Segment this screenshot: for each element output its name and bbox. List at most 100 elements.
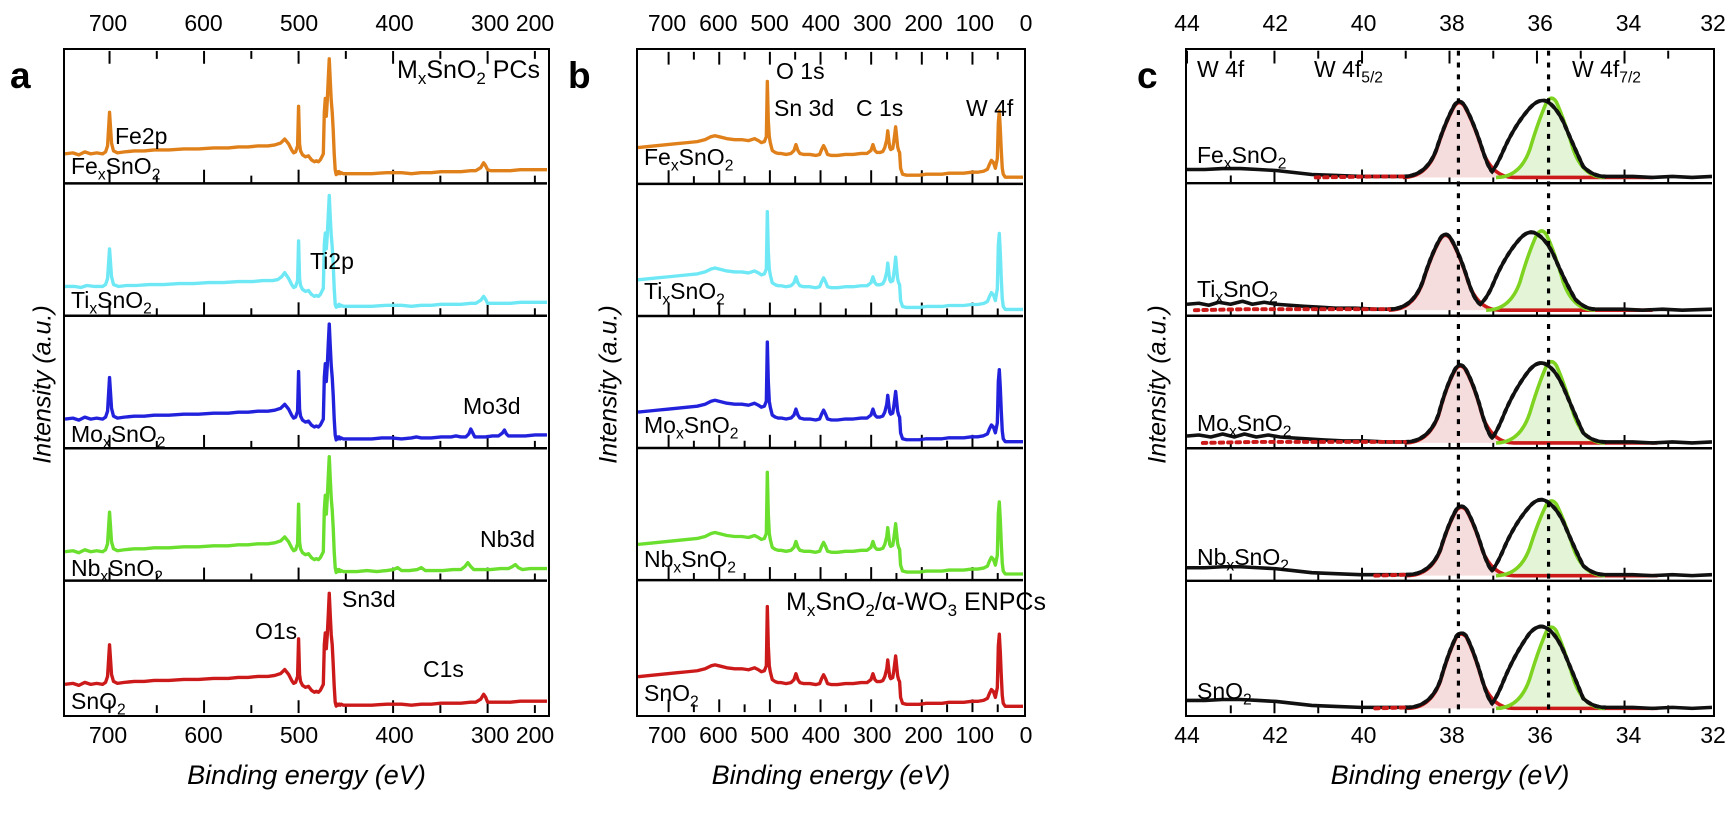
tick-c-44: 44 (1174, 10, 1200, 36)
tick-c-34: 34 (1615, 10, 1642, 36)
trace-fexsno2-b (638, 79, 1023, 179)
tick-b-100: 100 (955, 10, 994, 36)
fit-group-nbxsno2 (1187, 497, 1712, 578)
tick-bottom-200: 200 (515, 722, 555, 748)
peak-label-fe2p: Fe2p (115, 123, 168, 149)
trace-label-sno2-b: SnO2 (644, 680, 699, 711)
component-label-w4f52: W 4f5/2 (1314, 56, 1384, 87)
tick-c-38: 38 (1439, 10, 1465, 36)
tick-bottom-500: 500 (279, 722, 319, 748)
panel-b-ylabel: Intensity (a.u.) (594, 305, 623, 464)
peak-label-w4f-b: W 4f (966, 95, 1014, 121)
tick-b-bottom-0: 0 (1019, 722, 1033, 748)
tick-b-700: 700 (647, 10, 687, 36)
tick-bottom-300: 300 (470, 722, 510, 748)
trace-label-fexsno2-a: FexSnO2 (71, 153, 161, 184)
trace-fexsno2-a (65, 57, 547, 177)
panel-b-top-ticklabels: 700 600 500 400 300 200 100 0 (636, 10, 1033, 40)
trace-moxsno2-b (638, 340, 1023, 444)
tick-b-600: 600 (699, 10, 738, 36)
tick-c-42: 42 (1262, 10, 1289, 36)
trace-tixsno2-b (638, 210, 1023, 312)
trace-label-moxsno2-b: MoxSnO2 (644, 412, 739, 443)
tick-b-bottom-100: 100 (955, 722, 994, 748)
trace-nbxsno2-a (65, 455, 547, 575)
trace-label-tixsno2-a: TixSnO2 (71, 287, 152, 318)
tick-400: 400 (375, 10, 414, 36)
fit-group-tixsno2 (1187, 229, 1712, 313)
tick-c-36: 36 (1527, 10, 1553, 36)
trace-sno2-a (65, 591, 547, 708)
fit-group-sno2 (1187, 624, 1712, 711)
tick-b-bottom-500: 500 (750, 722, 789, 748)
fit-group-moxsno2 (1187, 359, 1712, 445)
tick-b-bottom-300: 300 (853, 722, 892, 748)
tick-500: 500 (279, 10, 319, 36)
panel-a-letter: a (10, 55, 31, 96)
tick-c-bottom-42: 42 (1262, 722, 1289, 748)
trace-label-nbxsno2-b: NbxSnO2 (644, 546, 736, 577)
panel-b-bottom-ticklabels: 700 600 500 400 300 200 100 0 (636, 722, 1033, 752)
peak-label-sn3d-b: Sn 3d (774, 95, 835, 121)
peak-label-c1s-b: C 1s (856, 95, 904, 121)
panel-c-bottom-ticklabels: 44 42 40 38 36 34 32 (1174, 722, 1726, 752)
tick-b-300: 300 (853, 10, 892, 36)
panel-c-letter: c (1137, 55, 1158, 96)
tick-c-32: 32 (1700, 10, 1726, 36)
region-label-w4f: W 4f (1197, 56, 1245, 82)
panel-b-letter: b (568, 55, 591, 96)
panel-a-bottom-ticklabels: 700 600 500 400 300 200 (63, 722, 554, 752)
panel-a-ylabel: Intensity (a.u.) (28, 305, 57, 464)
tick-c-bottom-40: 40 (1350, 722, 1377, 748)
tick-300: 300 (470, 10, 510, 36)
tick-bottom-400: 400 (375, 722, 414, 748)
trace-label-fexsno2-c: FexSnO2 (1197, 142, 1287, 173)
panel-b-svg (638, 51, 1023, 713)
panel-c-xlabel: Binding energy (eV) (1330, 760, 1570, 790)
panel-a-xlabel: Binding energy (eV) (187, 760, 426, 790)
tick-600: 600 (184, 10, 223, 36)
peak-label-nb3d: Nb3d (480, 526, 535, 552)
peak-label-ti2p: Ti2p (310, 248, 354, 274)
tick-c-bottom-32: 32 (1700, 722, 1726, 748)
trace-nbxsno2-b (638, 470, 1023, 576)
panel-a-svg (65, 50, 547, 714)
peak-label-c1s: C1s (423, 656, 464, 682)
tick-b-200: 200 (904, 10, 943, 36)
tick-b-bottom-400: 400 (801, 722, 841, 748)
panel-a-title-annotation: MxSnO2 PCs (396, 56, 540, 88)
peak-label-sn3d: Sn3d (342, 586, 396, 612)
panel-b-xlabel: Binding energy (eV) (711, 760, 951, 790)
component-label-w4f72: W 4f7/2 (1572, 56, 1642, 87)
panel-b-title-annotation: MxSnO2/α-WO3 ENPCs (786, 588, 1046, 620)
trace-label-tixsno2-b: TixSnO2 (644, 278, 725, 309)
tick-b-bottom-200: 200 (904, 722, 943, 748)
panel-a-plotbox: MxSnO2 PCs Fe2p FexSnO2 Ti2p TixSnO2 Mo3… (63, 48, 550, 719)
trace-label-nbxsno2-c: NbxSnO2 (1197, 544, 1289, 575)
tick-b-500: 500 (750, 10, 789, 36)
tick-700: 700 (88, 10, 128, 36)
trace-label-tixsno2-c: TixSnO2 (1197, 276, 1278, 307)
tick-b-bottom-700: 700 (647, 722, 687, 748)
panel-c-svg (1187, 50, 1712, 714)
trace-label-sno2-a: SnO2 (71, 688, 126, 719)
tick-bottom-600: 600 (184, 722, 223, 748)
tick-c-bottom-38: 38 (1439, 722, 1465, 748)
trace-label-moxsno2-c: MoxSnO2 (1197, 410, 1292, 441)
tick-c-bottom-44: 44 (1174, 722, 1200, 748)
trace-label-fexsno2-b: FexSnO2 (644, 144, 734, 175)
peak-label-o1s: O1s (255, 618, 298, 644)
panel-a-top-ticklabels: 700 600 500 400 300 200 (63, 10, 554, 40)
panel-c-top-ticklabels: 44 42 40 38 36 34 32 (1174, 10, 1726, 40)
tick-bottom-700: 700 (88, 722, 128, 748)
tick-200: 200 (515, 10, 555, 36)
trace-label-sno2-c: SnO2 (1197, 678, 1252, 709)
peak-label-mo3d: Mo3d (463, 393, 521, 419)
tick-b-400: 400 (801, 10, 841, 36)
trace-label-nbxsno2-a: NbxSnO2 (71, 555, 163, 586)
tick-c-bottom-34: 34 (1615, 722, 1642, 748)
tick-c-bottom-36: 36 (1527, 722, 1553, 748)
panel-c-plotbox: W 4f W 4f5/2 W 4f7/2 FexSnO2 TixSnO2 Mox… (1185, 48, 1715, 717)
trace-moxsno2-a (65, 322, 547, 442)
